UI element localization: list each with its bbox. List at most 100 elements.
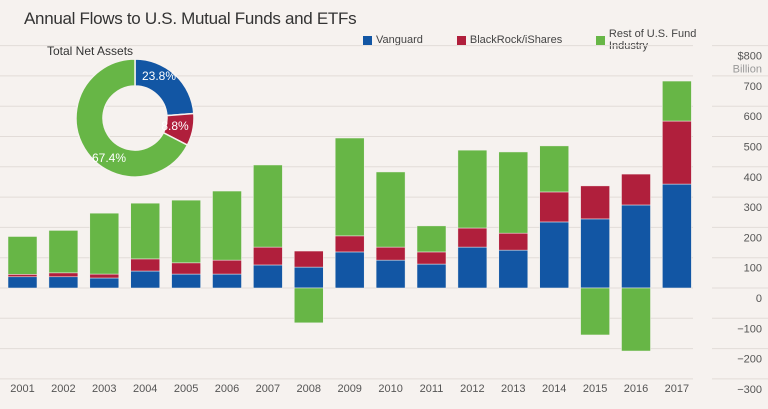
bar-blackrock-ishares-2017: [662, 120, 692, 185]
bar-blackrock-ishares-2007: [253, 246, 283, 266]
bar-rest-of-u-s-fund-industry-2013: [498, 151, 529, 234]
bar-blackrock-ishares-2003: [89, 273, 120, 279]
bar-blackrock-ishares-2001: [7, 274, 38, 278]
x-tick-label: 2010: [378, 383, 402, 395]
bar-vanguard-2005: [171, 273, 201, 289]
bar-blackrock-ishares-2016: [621, 173, 651, 206]
donut-slice-rest-of-u-s-fund-industry: [75, 58, 189, 178]
bar-rest-of-u-s-fund-industry-2009: [334, 137, 365, 237]
bar-vanguard-2008: [294, 266, 324, 289]
bar-rest-of-u-s-fund-industry-2006: [212, 190, 242, 261]
y-tick-label: 100: [744, 263, 762, 275]
bar-vanguard-2001: [7, 276, 38, 289]
x-tick-label: 2002: [51, 383, 75, 395]
x-tick-label: 2001: [10, 383, 34, 395]
donut-label: 23.8%: [142, 69, 176, 83]
x-tick-label: 2007: [256, 383, 280, 395]
donut-label: 67.4%: [92, 151, 126, 165]
bar-rest-of-u-s-fund-industry-2017: [662, 80, 692, 122]
bar-vanguard-2003: [89, 277, 120, 289]
bar-vanguard-2012: [457, 246, 488, 289]
bar-vanguard-2013: [498, 249, 529, 289]
bar-rest-of-u-s-fund-industry-2003: [89, 212, 120, 275]
bar-blackrock-ishares-2006: [212, 259, 242, 275]
legend-label-blackrock: BlackRock/iShares: [469, 34, 563, 46]
y-unit-label: Billion: [733, 64, 762, 76]
legend-swatch-vanguard: [363, 35, 372, 45]
bar-blackrock-ishares-2002: [48, 272, 79, 278]
x-tick-label: 2009: [337, 383, 361, 395]
donut-chart: 23.8% 8.8% 67.4%: [75, 58, 195, 178]
donut-title: Total Net Assets: [47, 44, 134, 58]
chart-title: Annual Flows to U.S. Mutual Funds and ET…: [24, 9, 357, 28]
bar-blackrock-ishares-2008: [294, 250, 324, 268]
y-tick-label: −300: [737, 384, 762, 396]
bar-rest-of-u-s-fund-industry-2016: [621, 287, 651, 352]
bar-blackrock-ishares-2010: [375, 246, 406, 261]
y-tick-label: 500: [744, 142, 762, 154]
bar-vanguard-2009: [334, 251, 365, 289]
bar-vanguard-2011: [416, 263, 447, 289]
y-tick-label: 300: [744, 202, 762, 214]
legend: Vanguard BlackRock/iShares Rest of U.S. …: [363, 28, 768, 52]
bar-vanguard-2002: [48, 276, 79, 289]
bar-rest-of-u-s-fund-industry-2010: [375, 171, 406, 248]
bar-blackrock-ishares-2013: [498, 232, 529, 251]
bar-blackrock-ishares-2011: [416, 251, 447, 265]
bar-vanguard-2015: [580, 218, 610, 289]
bar-rest-of-u-s-fund-industry-2011: [416, 225, 447, 253]
bar-rest-of-u-s-fund-industry-2007: [253, 164, 283, 248]
x-tick-label: 2016: [624, 383, 648, 395]
bars: [7, 80, 692, 352]
legend-item-blackrock: BlackRock/iShares: [456, 28, 563, 52]
bar-vanguard-2006: [212, 273, 242, 289]
bar-rest-of-u-s-fund-industry-2004: [130, 202, 160, 260]
x-tick-label: 2006: [215, 383, 239, 395]
bar-rest-of-u-s-fund-industry-2015: [580, 287, 610, 336]
donut-label: 8.8%: [161, 119, 189, 133]
y-tick-label: 0: [756, 293, 762, 305]
bar-blackrock-ishares-2012: [457, 227, 488, 248]
bar-rest-of-u-s-fund-industry-2012: [457, 149, 488, 229]
x-tick-label: 2003: [92, 383, 116, 395]
y-tick-label: 200: [744, 232, 762, 244]
bar-rest-of-u-s-fund-industry-2002: [48, 230, 79, 274]
bar-blackrock-ishares-2009: [334, 235, 365, 253]
legend-item-vanguard: Vanguard: [363, 28, 423, 52]
y-tick-label: 700: [744, 81, 762, 93]
bar-vanguard-2017: [662, 183, 692, 289]
x-tick-label: 2004: [133, 383, 157, 395]
bar-rest-of-u-s-fund-industry-2008: [294, 287, 324, 324]
bar-vanguard-2007: [253, 264, 283, 289]
bar-blackrock-ishares-2014: [539, 191, 569, 223]
x-tick-label: 2013: [501, 383, 525, 395]
legend-swatch-blackrock: [456, 35, 466, 45]
x-tick-label: 2015: [583, 383, 607, 395]
y-tick-label: 400: [744, 172, 762, 184]
x-tick-label: 2012: [460, 383, 484, 395]
bar-vanguard-2010: [375, 259, 406, 289]
bar-blackrock-ishares-2005: [171, 262, 201, 275]
donut-slice-vanguard: [134, 58, 195, 117]
bar-vanguard-2016: [621, 204, 651, 289]
legend-label-vanguard: Vanguard: [376, 34, 423, 46]
x-axis-ticks: 2001 2002 2003 2004 2005 2006 2007 2008 2009 2010…: [10, 383, 689, 395]
y-tick-label: $800: [738, 51, 762, 63]
x-tick-label: 2008: [297, 383, 321, 395]
x-tick-label: 2017: [665, 383, 689, 395]
bar-rest-of-u-s-fund-industry-2005: [171, 199, 201, 264]
y-tick-label: −200: [737, 354, 762, 366]
bar-vanguard-2014: [539, 221, 569, 289]
y-tick-label: 600: [744, 111, 762, 123]
x-tick-label: 2014: [542, 383, 566, 395]
legend-swatch-rest: [596, 35, 605, 45]
x-tick-label: 2005: [174, 383, 198, 395]
bar-vanguard-2004: [130, 270, 160, 289]
bar-blackrock-ishares-2015: [580, 185, 610, 220]
bar-rest-of-u-s-fund-industry-2014: [539, 145, 569, 193]
x-tick-label: 2011: [420, 383, 444, 395]
y-tick-label: −100: [737, 323, 762, 335]
bar-rest-of-u-s-fund-industry-2001: [7, 236, 38, 275]
